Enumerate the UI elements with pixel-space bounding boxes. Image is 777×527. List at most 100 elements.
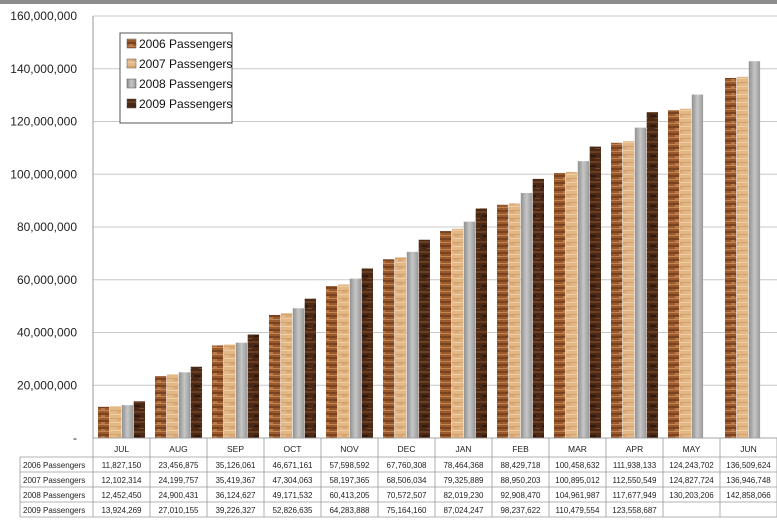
bar-2008-passengers-aug [178,372,191,438]
legend-swatch [126,38,137,49]
bar-2008-passengers-may [691,94,704,438]
y-tick-label: 160,000,000 [10,9,77,23]
x-tick-label: FEB [512,444,529,454]
bar-2006-passengers-oct [269,314,281,438]
table-cell: 88,429,718 [500,461,541,470]
bar-2009-passengers-apr [646,112,658,439]
table-cell: 52,826,635 [272,506,313,515]
bar-2009-passengers-nov [361,268,373,438]
table-cell: 98,237,622 [500,506,541,515]
bar-2009-passengers-jan [475,208,487,438]
y-tick-label: 20,000,000 [17,378,77,392]
table-row-label: 2007 Passengers [23,476,85,485]
data-table: 2006 Passengers 11,827,150 23,456,875 35,12… [19,437,777,518]
table-row-label: 2009 Passengers [23,506,85,515]
table-cell: 46,671,161 [272,461,313,470]
bar-2006-passengers-jul [98,406,110,438]
table-cell: 124,243,702 [669,461,714,470]
table-cell: 100,458,632 [555,461,600,470]
bar-2008-passengers-feb [520,192,533,438]
bar-2006-passengers-dec [383,259,395,438]
bar-2008-passengers-apr [634,127,647,438]
bar-2008-passengers-jan [463,221,476,438]
bar-2009-passengers-feb [532,178,544,439]
table-cell: 36,124,627 [215,491,256,500]
x-tick-label: MAY [683,444,701,454]
x-tick-label: JUN [740,444,757,454]
table-cell: 112,550,549 [613,476,657,485]
table-cell: 82,019,230 [443,491,484,500]
x-tick-label: JAN [455,444,471,454]
bar-2009-passengers-sep [247,334,259,438]
bar-2007-passengers-jun [736,76,749,439]
table-cell: 75,164,160 [386,506,427,515]
legend-swatch [126,58,137,69]
bar-2009-passengers-oct [304,298,316,438]
legend-swatch [126,78,137,89]
table-cell: 11,827,150 [102,461,142,470]
table-cell: 39,226,327 [215,506,256,515]
table-cell: 142,858,066 [726,491,771,500]
table-cell: 100,895,012 [555,476,600,485]
table-cell: 130,203,206 [669,491,714,500]
y-tick-label: 140,000,000 [10,62,77,76]
table-cell: 110,479,554 [556,506,600,515]
table-cell: 24,199,757 [158,476,199,485]
legend-entry: 2007 Passengers [139,57,232,71]
legend-box [119,32,233,124]
table-cell: 47,304,063 [272,476,313,485]
legend-swatch [126,98,137,109]
bar-2007-passengers-apr [622,141,635,438]
x-tick-label: SEP [227,444,244,454]
bars [98,61,761,439]
table-cell: 27,010,155 [158,506,199,515]
table-cell: 24,900,431 [158,491,199,500]
x-tick-label: NOV [340,444,359,454]
bar-2008-passengers-jun [748,61,761,438]
bar-2007-passengers-sep [223,344,236,438]
y-axis: - 20,000,000 40,000,000 60,000,000 80,000,00… [10,9,94,445]
table-cell: 23,456,875 [158,461,199,470]
y-tick-label: 100,000,000 [10,167,77,181]
bar-2006-passengers-jan [440,231,452,438]
bar-2007-passengers-mar [565,171,578,438]
table-cell: 79,325,889 [443,476,484,485]
table-cell: 124,827,724 [669,476,714,485]
legend: 2006 Passengers 2007 Passengers 2008 Passe… [119,32,233,124]
bar-2007-passengers-may [679,108,692,438]
x-axis: JUL AUG SEP OCT NOV DEC JAN FEB MAR APR MAY JUN [114,444,757,454]
table-cell: 60,413,205 [329,491,370,500]
legend-entry: 2006 Passengers [139,37,232,51]
y-tick-label: 60,000,000 [17,273,77,287]
bar-2009-passengers-dec [418,239,430,438]
y-tick-label: 80,000,000 [17,220,77,234]
table-cell: 70,572,507 [386,491,427,500]
bar-2008-passengers-jul [121,405,134,438]
bar-2006-passengers-aug [155,376,167,438]
x-tick-label: AUG [169,444,187,454]
bar-2007-passengers-oct [280,313,293,438]
bar-2006-passengers-feb [497,204,509,438]
table-cell: 35,126,061 [215,461,256,470]
x-tick-label: JUL [114,444,129,454]
bar-2007-passengers-dec [394,257,407,438]
table-row-label: 2008 Passengers [23,491,85,500]
table-cell: 68,506,034 [386,476,427,485]
y-tick-label: 120,000,000 [10,115,77,129]
legend-entry: 2008 Passengers [139,77,232,91]
table-cell: 92,908,470 [500,491,541,500]
top-border [0,0,777,4]
table-cell: 13,924,269 [101,506,142,515]
table-cell: 104,961,987 [555,491,600,500]
bar-2008-passengers-dec [406,251,419,438]
x-tick-label: OCT [284,444,302,454]
table-cell: 87,024,247 [443,506,484,515]
table-cell: 12,102,314 [101,476,142,485]
legend-entry: 2009 Passengers [139,97,232,111]
x-tick-label: DEC [398,444,416,454]
table-row-label: 2006 Passengers [23,461,85,470]
bar-2007-passengers-nov [337,284,350,438]
bar-2006-passengers-apr [611,142,623,438]
